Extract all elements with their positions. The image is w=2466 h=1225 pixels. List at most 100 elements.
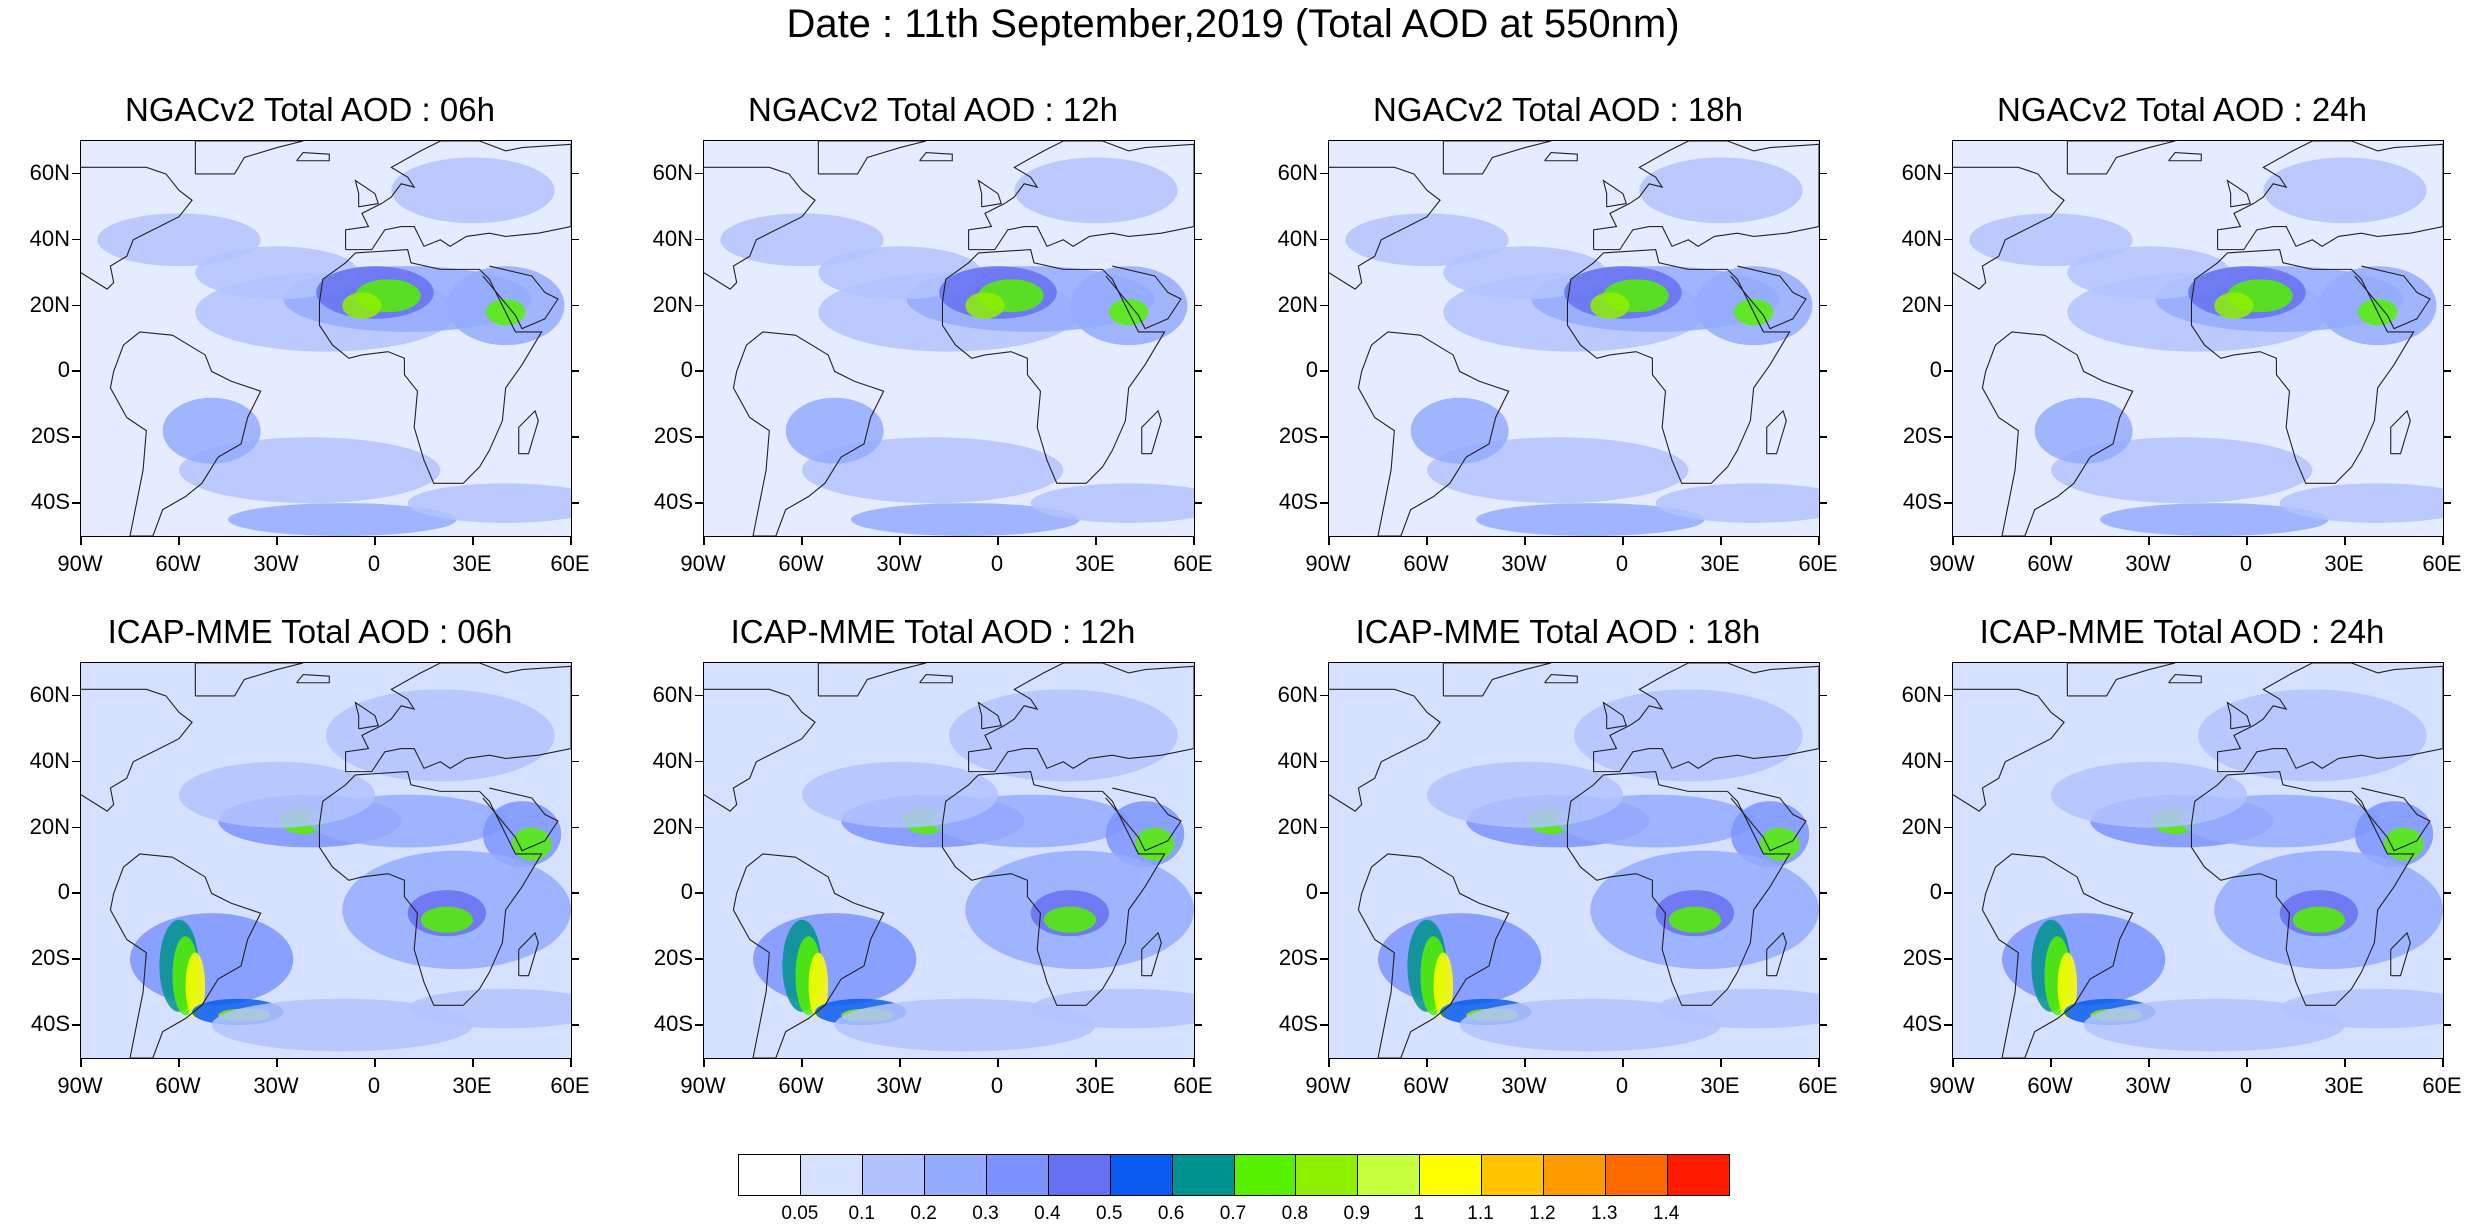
coastline [2390,409,2411,455]
lat-tick-label: 0 [57,879,70,905]
lon-tick-label: 30W [2125,551,2171,576]
tick-mark [2148,536,2150,545]
tick-mark [2443,370,2451,372]
lat-tick-label: 20S [1902,423,1942,449]
lat-tick-label: 0 [57,357,70,383]
tick-mark [695,760,703,763]
panel-title: ICAP-MME Total AOD : 12h [730,613,1136,650]
coastline [1953,688,2065,812]
lat-tick-label: 60N [652,159,693,185]
lat-tick-label: 20N [652,291,693,317]
tick-mark [1194,694,1202,697]
lon-tick-label: 0 [367,1073,381,1098]
tick-mark [571,694,579,697]
coastline [345,141,571,251]
tick-mark [1819,892,1827,894]
tick-mark [2443,760,2451,763]
coastline [817,663,927,697]
tick-mark [1193,1058,1195,1067]
lat-tick-label: 20N [1901,813,1942,839]
tick-mark [2148,1058,2150,1067]
lat-tick-label: 40N [29,225,70,251]
coastline [1593,141,1819,251]
lon-tick-label: 60E [550,551,590,576]
colorbar-cell [986,1155,1049,1195]
panel-title: ICAP-MME Total AOD : 06h [107,613,513,650]
tick-mark [1819,436,1827,438]
tick-mark [571,826,579,829]
aod-plume [342,292,382,319]
aod-plume [818,246,982,299]
tick-mark [571,760,579,763]
tick-mark [695,958,703,960]
tick-mark [1944,304,1952,307]
colorbar-cell [862,1155,925,1195]
lat-tick-label: 40N [652,747,693,773]
coastline [482,265,559,330]
map-panel: NGACv2 Total AOD : 12h 60N 40N 20N 0 20S 40S 90… [623,90,1243,670]
lon-tick-label: 90W [680,1073,726,1098]
coastline [2168,673,2202,684]
map-panel: ICAP-MME Total AOD : 06h 60N 40N 20N 0 20S 40S… [0,612,620,1192]
tick-mark [472,1058,474,1067]
tick-mark [899,1058,901,1067]
tick-mark [695,172,703,175]
colorbar [738,1154,1730,1196]
tick-mark [1320,694,1328,697]
tick-mark [1944,370,1952,372]
aod-plume [1030,988,1194,1029]
tick-mark [1320,304,1328,307]
colorbar-cell [1358,1155,1421,1195]
lon-tick-label: 90W [57,1073,103,1098]
colorbar-label: 1.4 [1652,1203,1680,1224]
lat-tick-label: 0 [1305,879,1318,905]
lon-tick-label: 60W [2027,551,2073,576]
coastline [1105,265,1182,330]
lat-tick-label: 20S [1278,423,1318,449]
colorbar-cell [1668,1155,1729,1195]
aod-plume [2051,761,2247,828]
tick-mark [1328,1058,1330,1067]
coastline [1329,688,1441,812]
tick-mark [1194,958,1202,960]
map-area [80,662,572,1059]
tick-mark [1524,1058,1526,1067]
coastline [482,787,559,852]
lon-tick-label: 30E [1075,551,1115,576]
coastline [2190,771,2415,1006]
tick-mark [695,826,703,829]
coastline [318,249,543,484]
panel-title: NGACv2 Total AOD : 12h [748,91,1118,128]
coastline [1141,931,1162,977]
lon-tick-label: 90W [1929,551,1975,576]
coastline [1602,179,1627,208]
lon-tick-label: 0 [2239,1073,2253,1098]
map-area [1328,140,1820,537]
tick-mark [1819,826,1827,829]
coastline [194,663,304,697]
map-area [1328,662,1820,1059]
lat-tick-label: 40S [653,489,693,515]
tick-mark [1320,892,1328,894]
tick-mark [997,536,999,545]
map-panel: NGACv2 Total AOD : 06h 60N 40N 20N 0 20S 40S 90… [0,90,620,670]
coastline [1730,787,1807,852]
coastline [1105,787,1182,852]
lon-tick-label: 90W [1305,1073,1351,1098]
tick-mark [571,502,579,504]
tick-mark [801,1058,803,1067]
aod-plume [1043,906,1096,933]
tick-mark [571,238,579,241]
tick-mark [1952,536,1954,545]
aod-plume [1135,827,1175,861]
coastline [2390,931,2411,977]
tick-mark [695,238,703,241]
colorbar-label: 1.3 [1591,1203,1618,1224]
lat-tick-label: 0 [1929,357,1942,383]
lon-tick-label: 30E [452,1073,492,1098]
tick-mark [1819,694,1827,697]
coastline [318,771,543,1006]
lat-tick-label: 60N [29,159,70,185]
aod-plume [1459,998,1721,1052]
aod-plume [1427,761,1623,828]
